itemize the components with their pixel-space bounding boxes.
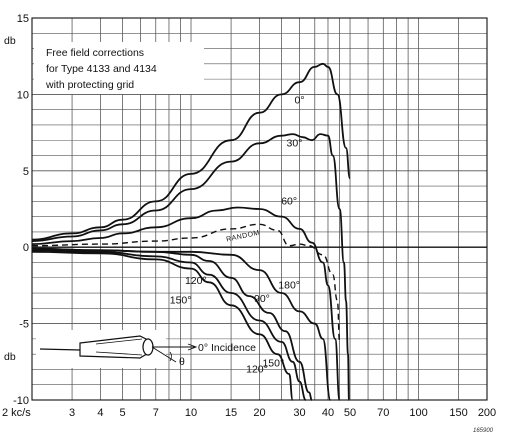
series-90-line (31, 247, 313, 401)
x-tick-label: 7 (153, 407, 159, 419)
series-150-line (31, 250, 294, 401)
series-30-line (31, 133, 350, 401)
curve-label: 60° (281, 195, 297, 207)
plot-frame (31, 17, 488, 401)
y-tick-label: 15 (17, 13, 29, 25)
y-tick-label: 5 (23, 166, 29, 178)
x-tick-label: 100 (409, 407, 427, 419)
x-tick-label: 4 (97, 407, 103, 419)
incidence-label: 0° Incidence (198, 342, 256, 354)
curve-label: 90° (254, 293, 270, 305)
title-line-3: with protecting grid (45, 79, 134, 91)
x-tick-label: 15 (225, 407, 237, 419)
x-tick-label: 70 (377, 407, 389, 419)
axis-labels: 2 kc/s 3 4 5 7 10 15 20 30 40 50 70 100 150 200151050-… (2, 13, 496, 419)
y-tick-label: 0 (23, 242, 29, 254)
ylabel-bottom: db (4, 351, 16, 363)
series-120-line (31, 249, 307, 401)
x-tick-label: 2 kc/s (2, 407, 31, 419)
series-180-line (31, 247, 332, 401)
curve-label: 180° (278, 279, 300, 291)
theta-symbol: θ (179, 356, 185, 368)
x-tick-label: 150 (449, 407, 467, 419)
cable-line (39, 348, 81, 351)
chart-title: Free field corrections for Type 4133 and… (34, 42, 204, 94)
curve-label: 120° (246, 363, 268, 375)
x-tick-label: 50 (344, 407, 356, 419)
title-line-1: Free field corrections (46, 47, 144, 59)
x-tick-label: 40 (322, 407, 334, 419)
x-tick-label: 20 (253, 407, 265, 419)
curve-label: 150° (262, 357, 284, 369)
y-tick-label: 10 (17, 89, 29, 101)
y-tick-label: -5 (19, 319, 29, 331)
ylabel-top: db (4, 35, 16, 47)
x-tick-label: 5 (119, 407, 125, 419)
series-0-line (31, 62, 351, 241)
x-tick-label: 10 (185, 407, 197, 419)
figure-id: 165900 (473, 428, 494, 434)
x-tick-label: 30 (293, 407, 305, 419)
curve-label: 120° (185, 275, 207, 287)
series-layer (31, 62, 351, 401)
x-tick-label: 3 (69, 407, 75, 419)
microphone-inset: 0° Incidence θ (36, 330, 256, 368)
y-tick-label: -10 (13, 395, 29, 407)
series-RANDOM-line (31, 223, 341, 343)
curve-label: 150° (170, 295, 192, 307)
title-line-2: for Type 4133 and 4134 (46, 63, 157, 75)
curve-label: 0° (295, 95, 305, 107)
x-tick-label: 200 (478, 407, 496, 419)
microphone-grid-icon (142, 338, 154, 356)
curve-label: 30° (287, 137, 303, 149)
series-60-line (31, 206, 341, 401)
